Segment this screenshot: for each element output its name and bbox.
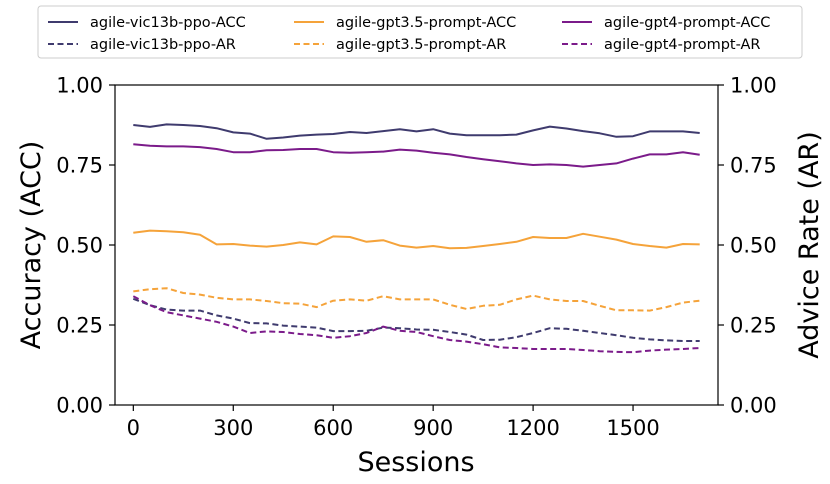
y-axis-left: 0.00 0.25 0.50 0.75 1.00 bbox=[56, 74, 115, 418]
series-line-agile-gpt4-prompt-ACC bbox=[133, 143, 700, 168]
y-tick-label-left: 0.25 bbox=[56, 314, 103, 338]
series-line-agile-vic13b-ppo-ACC bbox=[133, 123, 700, 140]
legend-label: agile-gpt3.5-prompt-ACC bbox=[336, 15, 516, 31]
series-line-agile-gpt3.5-prompt-ACC bbox=[133, 229, 700, 250]
x-tick-label: 1200 bbox=[506, 416, 559, 440]
y-tick-label-right: 1.00 bbox=[730, 74, 777, 98]
x-tick-label: 1500 bbox=[606, 416, 659, 440]
legend: agile-vic13b-ppo-ACC agile-vic13b-ppo-AR a… bbox=[37, 5, 803, 59]
y-tick-label-left: 0.00 bbox=[56, 394, 103, 418]
y-axis-label-right: Advice Rate (AR) bbox=[794, 131, 825, 358]
legend-label: agile-gpt4-prompt-ACC bbox=[604, 15, 770, 31]
y-tick-label-left: 1.00 bbox=[56, 74, 103, 98]
series-line-agile-vic13b-ppo-AR bbox=[132, 297, 700, 342]
x-tick-label: 300 bbox=[213, 416, 253, 440]
x-tick-label: 900 bbox=[413, 416, 453, 440]
x-tick-label: 0 bbox=[127, 416, 140, 440]
y-tick-label-left: 0.50 bbox=[56, 234, 103, 258]
x-axis: 0 300 600 900 1200 1500 bbox=[127, 405, 660, 440]
y-tick-label-left: 0.75 bbox=[56, 154, 103, 178]
series-line-agile-gpt4-prompt-AR bbox=[132, 295, 700, 354]
legend-label: agile-vic13b-ppo-AR bbox=[90, 37, 236, 53]
x-tick-label: 600 bbox=[313, 416, 353, 440]
series-layer bbox=[132, 123, 700, 354]
y-tick-label-right: 0.50 bbox=[730, 234, 777, 258]
legend-label: agile-gpt4-prompt-AR bbox=[604, 37, 761, 53]
x-axis-label: Sessions bbox=[357, 447, 474, 478]
legend-frame bbox=[37, 5, 803, 59]
series-line-agile-gpt3.5-prompt-AR bbox=[133, 287, 700, 312]
y-axis-label-left: Accuracy (ACC) bbox=[16, 141, 47, 350]
y-tick-label-right: 0.25 bbox=[730, 314, 777, 338]
y-tick-label-right: 0.75 bbox=[730, 154, 777, 178]
plot-frame bbox=[114, 84, 719, 406]
legend-label: agile-vic13b-ppo-ACC bbox=[90, 15, 246, 31]
y-axis-right: 0.00 0.25 0.50 0.75 1.00 bbox=[718, 74, 777, 418]
legend-label: agile-gpt3.5-prompt-AR bbox=[336, 37, 506, 53]
y-tick-label-right: 0.00 bbox=[730, 394, 777, 418]
